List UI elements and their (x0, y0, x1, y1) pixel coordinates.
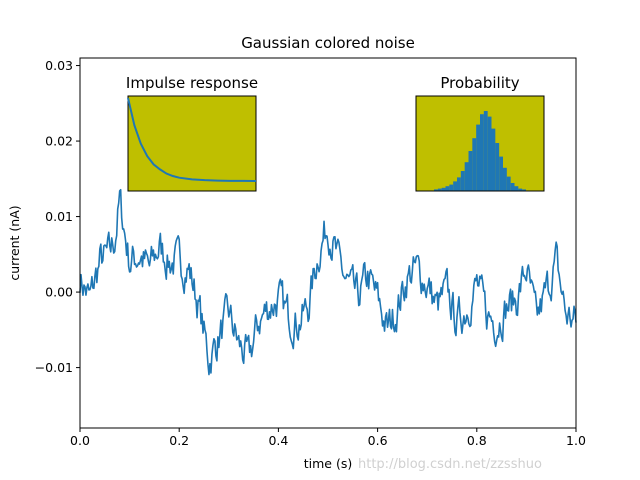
histogram-bar (483, 111, 488, 191)
noise-series-line (79, 188, 577, 376)
histogram-bar (487, 116, 492, 191)
probability-histogram (434, 111, 526, 191)
histogram-bar (464, 162, 469, 191)
y-axis-ticks: −0.01 0.00 0.01 0.02 0.03 (35, 58, 80, 375)
histogram-bar (495, 143, 500, 191)
histogram-bar (449, 184, 454, 191)
axes-frame (79, 57, 577, 429)
histogram-bar (445, 186, 450, 191)
probability-frame (415, 95, 545, 192)
probability-inset: Probability (415, 74, 545, 192)
x-axis-ticks: 0.0 0.2 0.4 0.6 0.8 1.0 (70, 428, 586, 448)
histogram-bar (518, 188, 523, 191)
histogram-bar (468, 151, 473, 191)
histogram-bar (480, 114, 484, 191)
y-tick-label: 0.00 (45, 285, 73, 300)
x-tick-label: 1.0 (566, 433, 586, 448)
histogram-bar (514, 186, 519, 191)
histogram-bar (510, 183, 515, 191)
histogram-bar (434, 189, 438, 191)
x-tick-label: 0.0 (70, 433, 90, 448)
impulse-response-inset: Impulse response (126, 74, 258, 192)
histogram-bar (472, 138, 477, 191)
histogram-bar (499, 156, 503, 191)
watermark: http://blog.csdn.net/zzsshuo (358, 457, 542, 472)
y-axis-label: current (nA) (7, 205, 22, 280)
x-tick-label: 0.8 (467, 433, 487, 448)
histogram-bar (476, 124, 480, 191)
probability-title: Probability (440, 74, 519, 92)
histogram-bar (491, 128, 496, 191)
y-tick-label: 0.03 (45, 58, 73, 73)
histogram-bar (503, 167, 507, 191)
histogram-bar (506, 176, 511, 191)
y-tick-label: −0.01 (35, 360, 73, 375)
x-tick-label: 0.4 (268, 433, 288, 448)
impulse-response-curve (127, 97, 257, 182)
histogram-bar (460, 171, 465, 191)
impulse-response-title: Impulse response (126, 74, 258, 92)
histogram-bar (522, 189, 526, 191)
x-tick-label: 0.2 (169, 433, 189, 448)
x-tick-label: 0.6 (368, 433, 388, 448)
histogram-bar (437, 188, 442, 191)
plot-area (79, 57, 577, 429)
histogram-bar (441, 187, 446, 191)
y-tick-label: 0.02 (45, 134, 73, 149)
histogram-bar (457, 177, 461, 191)
histogram-bar (453, 181, 457, 191)
x-axis-label: time (s) (304, 456, 352, 471)
impulse-response-background (127, 95, 257, 192)
y-tick-label: 0.01 (45, 209, 73, 224)
chart-title: Gaussian colored noise (241, 34, 415, 52)
